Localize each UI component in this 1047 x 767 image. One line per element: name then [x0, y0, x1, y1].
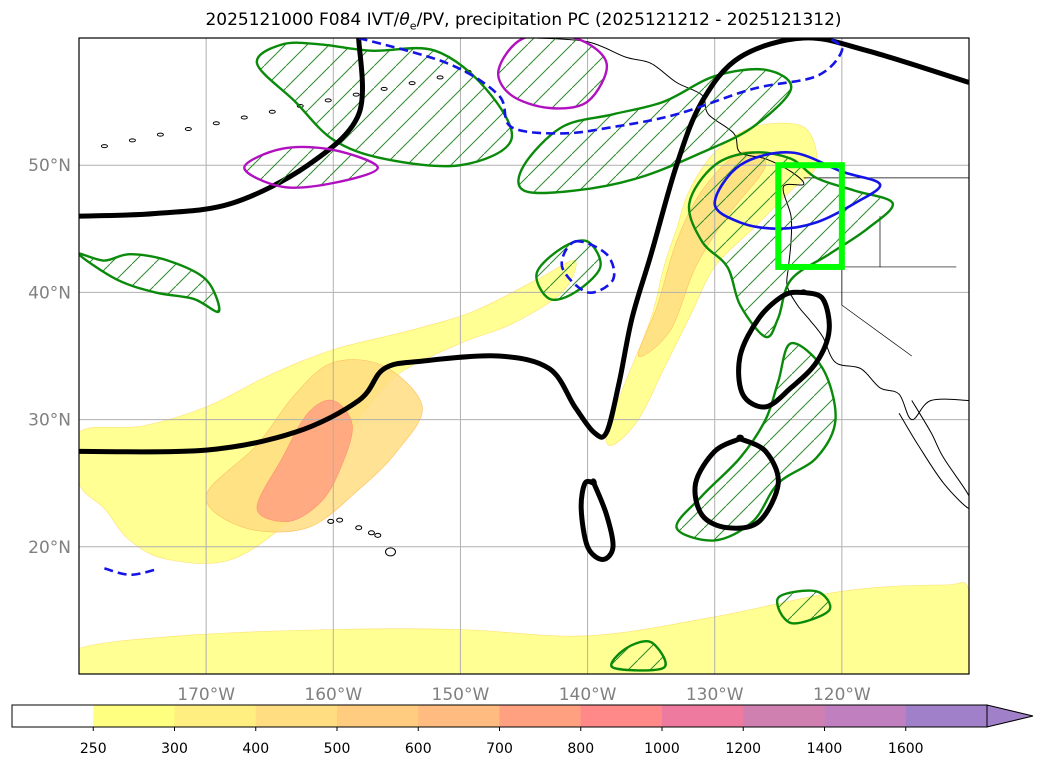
axes: 170°W 160°W 150°W 140°W 130°W 120°W 20°N 30°N 40…: [28, 156, 871, 705]
colorbar-segment: [174, 705, 257, 727]
colorbar-label: 1000: [644, 741, 680, 757]
y-tick-label: 50°N: [28, 156, 71, 176]
hawaii-island: [374, 532, 382, 538]
chart-title-prefix: 2025121000 F084 IVT/: [205, 10, 400, 30]
chart-title-subscript: e: [409, 19, 417, 33]
x-tick-label: 150°W: [432, 685, 490, 705]
hawaii-island: [336, 517, 344, 523]
theta-e-loop-south: [578, 478, 616, 562]
colorbar-segment: [499, 705, 582, 727]
colorbar-label: 500: [324, 741, 351, 757]
colorbar-segment: [662, 705, 744, 727]
pv-magenta-west: [243, 145, 380, 189]
hawaii-island: [385, 547, 396, 557]
precip-mid-east: [535, 239, 602, 302]
y-tick-label: 30°N: [28, 411, 71, 431]
pv-magenta-north: [496, 38, 609, 110]
colorbar-segment: [824, 705, 907, 727]
pv-wa-coast: [713, 151, 882, 231]
theta-e-nw-arc: [79, 38, 365, 219]
x-tick-label: 160°W: [304, 685, 362, 705]
x-tick-label: 130°W: [686, 685, 744, 705]
colorbar-segment: [93, 705, 175, 727]
aleutian-island: [156, 132, 164, 137]
y-tick-label: 40°N: [28, 283, 71, 303]
x-tick-label: 120°W: [813, 685, 871, 705]
theta-e-loop-ca: [736, 289, 832, 410]
chart-title-theta: θ: [399, 10, 410, 30]
hawaii-island: [367, 530, 375, 536]
precip-gulf-alaska: [517, 67, 793, 195]
colorbar-segment: [12, 705, 94, 727]
colorbar-label: 700: [486, 741, 513, 757]
aleutian-island: [268, 109, 276, 114]
state-borders-west: [841, 266, 957, 357]
colorbar-label: 1600: [888, 741, 924, 757]
colorbar-label: 300: [161, 741, 188, 757]
coastline-baja: [898, 400, 969, 510]
hawaii-island: [327, 518, 335, 524]
pv-west-dash: [104, 567, 156, 577]
aleutian-island: [184, 126, 192, 131]
colorbar-segment: [418, 705, 500, 727]
plot-area: [79, 38, 969, 674]
precip-baja: [675, 342, 837, 542]
precip-small-s: [776, 589, 832, 625]
aleutian-island: [212, 121, 220, 126]
ivt-southern-band-outer: [79, 582, 969, 674]
pv-offshore-40n: [560, 239, 616, 295]
colorbar-label: 800: [567, 741, 594, 757]
colorbar-segment: [905, 705, 988, 727]
colorbar-segment: [337, 705, 419, 727]
precip-aleutian: [255, 41, 514, 168]
precip-south-band: [610, 640, 667, 672]
colorbar-segment: [255, 705, 338, 727]
aleutian-island: [128, 138, 136, 143]
colorbar-label: 250: [80, 741, 107, 757]
colorbar-segment: [580, 705, 663, 727]
plot-background: [79, 38, 969, 674]
x-tick-label: 140°W: [559, 685, 617, 705]
aleutian-island: [240, 115, 248, 120]
colorbar-label: 400: [242, 741, 269, 757]
ivt-subtropical-plume-core: [256, 399, 353, 522]
plot-frame: [78, 37, 970, 675]
chart-title: 2025121000 F084 IVT/θe/PV, precipitation…: [0, 10, 1047, 32]
colorbar-segment: [743, 705, 825, 727]
pv-gulf-north: [358, 38, 844, 135]
x-tick-label: 170°W: [177, 685, 235, 705]
colorbar-label: 1400: [807, 741, 843, 757]
y-tick-label: 20°N: [28, 538, 71, 558]
chart-title-suffix: /PV, precipitation PC (2025121212 - 2025…: [416, 10, 842, 30]
hawaii-island: [355, 525, 363, 531]
theta-e-loop-baja: [692, 434, 781, 531]
precip-west-pacific: [79, 252, 221, 314]
aleutian-island: [100, 144, 108, 149]
colorbar: 250 300 400 500 600 700 800 1000 1200 1400 1600: [11, 704, 1034, 757]
colorbar-extend-arrow: [986, 704, 1034, 728]
colorbar-label: 600: [405, 741, 432, 757]
theta-e-main: [79, 38, 969, 455]
colorbar-label: 1200: [725, 741, 761, 757]
highlight-region-box: [775, 162, 845, 270]
